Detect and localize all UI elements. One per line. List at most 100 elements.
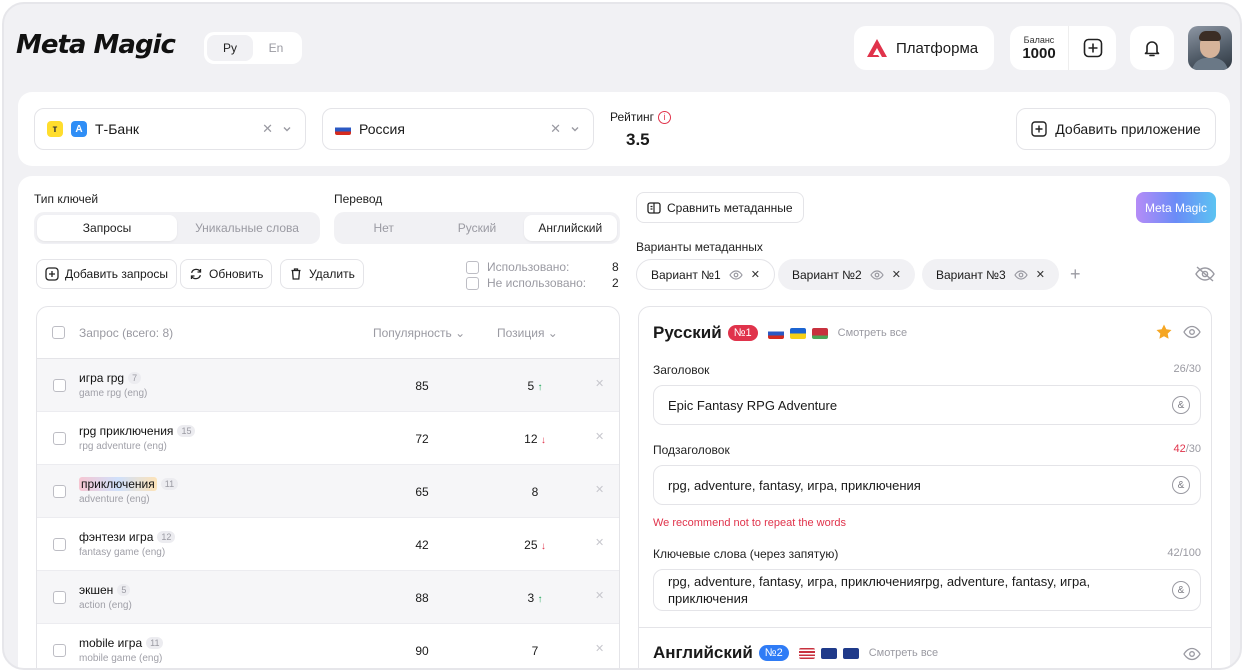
country-select[interactable]: Россия ✕	[322, 108, 594, 150]
remove-row-icon[interactable]: ✕	[595, 431, 605, 443]
refresh-button[interactable]: Обновить	[180, 259, 273, 289]
col-popularity-header[interactable]: Популярность ⌄	[373, 326, 465, 340]
select-all-checkbox[interactable]	[52, 326, 65, 339]
translation-switch: Нет Руский Английский	[334, 212, 620, 244]
row-checkbox[interactable]	[53, 644, 66, 657]
popularity-value: 85	[415, 379, 429, 393]
balance-widget: Баланс 1000	[1010, 26, 1116, 70]
query-text: фэнтези игра	[79, 530, 154, 544]
add-variant-icon[interactable]: +	[1070, 264, 1081, 284]
platform-logo-icon	[867, 39, 887, 57]
subtitle-input-value: rpg, adventure, fantasy, игра, приключен…	[668, 477, 921, 493]
row-checkbox[interactable]	[53, 432, 66, 445]
row-checkbox[interactable]	[53, 538, 66, 551]
keywords-char-count: 42/100	[1167, 547, 1201, 559]
eye-icon[interactable]	[1014, 268, 1028, 282]
variant-tab-2[interactable]: Вариант №2 ✕	[778, 259, 915, 290]
table-row[interactable]: экшен 5 action (eng) 88 3 ↑ ✕	[37, 571, 619, 624]
add-balance-button[interactable]	[1068, 26, 1116, 70]
close-icon[interactable]: ✕	[750, 269, 760, 281]
ru-card-header: Русский №1 Смотреть все	[653, 323, 907, 343]
table-row[interactable]: приключения 11 adventure (eng) 65 8 ✕	[37, 465, 619, 518]
add-queries-button[interactable]: Добавить запросы	[36, 259, 178, 289]
queries-table: Запрос (всего: 8) Популярность ⌄ Позиция…	[36, 306, 620, 668]
eye-off-icon[interactable]	[1194, 266, 1216, 282]
key-type-unique-words[interactable]: Уникальные слова	[195, 221, 299, 235]
balance-label: Баланс	[1023, 34, 1055, 45]
tbank-app-icon: т	[47, 121, 63, 137]
unused-checkbox[interactable]	[466, 276, 479, 290]
used-filter[interactable]: Использовано:	[466, 260, 569, 274]
remove-row-icon[interactable]: ✕	[595, 378, 605, 390]
eye-icon[interactable]	[870, 268, 884, 282]
compare-metadata-button[interactable]: Сравнить метаданные	[636, 192, 804, 223]
clear-icon[interactable]: ✕	[262, 121, 273, 136]
title-input[interactable]: Epic Fantasy RPG Adventure &	[653, 385, 1201, 425]
table-header: Запрос (всего: 8) Популярность ⌄ Позиция…	[37, 307, 619, 359]
row-checkbox[interactable]	[53, 485, 66, 498]
eye-icon[interactable]	[729, 268, 743, 282]
table-row[interactable]: rpg приключения 15 rpg adventure (eng) 72…	[37, 412, 619, 465]
meta-magic-button[interactable]: Meta Magic	[1136, 192, 1216, 223]
key-type-queries[interactable]: Запросы	[37, 215, 177, 241]
close-icon[interactable]: ✕	[1035, 269, 1045, 281]
query-translation: rpg adventure (eng)	[79, 441, 167, 452]
query-text: экшен	[79, 583, 114, 597]
rating-block: Рейтинг i 3.5	[610, 110, 672, 150]
table-row[interactable]: фэнтези игра 12 fantasy game (eng) 42 25 …	[37, 518, 619, 571]
ampersand-icon[interactable]: &	[1172, 581, 1190, 599]
translation-english[interactable]: Английский	[523, 215, 617, 241]
trend-down-icon: ↓	[540, 541, 546, 552]
col-position-header[interactable]: Позиция ⌄	[497, 326, 558, 340]
remove-row-icon[interactable]: ✕	[595, 590, 605, 602]
clear-icon[interactable]: ✕	[550, 121, 561, 136]
add-app-label: Добавить приложение	[1055, 121, 1201, 137]
ampersand-icon[interactable]: &	[1172, 476, 1190, 494]
chevron-down-icon: ⌄	[547, 325, 558, 340]
remove-row-icon[interactable]: ✕	[595, 537, 605, 549]
query-translation: game rpg (eng)	[79, 388, 148, 399]
keywords-input[interactable]: rpg, adventure, fantasy, игра, приключен…	[653, 569, 1201, 611]
close-icon[interactable]: ✕	[891, 269, 901, 281]
app-select-value: Т-Банк	[95, 121, 140, 137]
table-row[interactable]: игра rpg 7 game rpg (eng) 85 5 ↑ ✕	[37, 359, 619, 412]
query-translation: mobile game (eng)	[79, 653, 163, 664]
app-select[interactable]: т A Т-Банк ✕	[34, 108, 306, 150]
add-app-button[interactable]: Добавить приложение	[1016, 108, 1216, 150]
see-all-link[interactable]: Смотреть все	[868, 647, 939, 659]
lang-option-ru[interactable]: Ру	[207, 35, 253, 61]
eye-icon[interactable]	[1183, 325, 1201, 339]
variant-tab-1[interactable]: Вариант №1 ✕	[636, 259, 775, 290]
row-checkbox[interactable]	[53, 379, 66, 392]
query-count-badge: 5	[117, 584, 131, 596]
trend-down-icon: ↓	[540, 435, 546, 446]
variant-label: Вариант №3	[936, 267, 1006, 282]
lang-option-en[interactable]: En	[268, 41, 284, 55]
variant-tab-3[interactable]: Вариант №3 ✕	[922, 259, 1059, 290]
remove-row-icon[interactable]: ✕	[595, 643, 605, 655]
subtitle-input[interactable]: rpg, adventure, fantasy, игра, приключен…	[653, 465, 1201, 505]
ampersand-icon[interactable]: &	[1172, 396, 1190, 414]
position-value: 12	[524, 432, 538, 446]
delete-button[interactable]: Удалить	[280, 259, 364, 289]
star-icon[interactable]	[1155, 323, 1173, 341]
notifications-button[interactable]	[1130, 26, 1174, 70]
chevron-down-icon: ⌄	[455, 325, 466, 340]
translation-none[interactable]: Нет	[373, 221, 394, 235]
translation-russian[interactable]: Руский	[457, 221, 497, 235]
chevron-down-icon[interactable]	[569, 123, 581, 135]
position-value: 8	[531, 485, 539, 499]
avatar[interactable]	[1188, 26, 1232, 70]
info-icon[interactable]: i	[658, 110, 672, 124]
unused-filter[interactable]: Не использовано:	[466, 276, 586, 290]
platform-button[interactable]: Платформа	[854, 26, 994, 70]
see-all-link[interactable]: Смотреть все	[837, 327, 908, 339]
table-row[interactable]: mobile игра 11 mobile game (eng) 90 7 ✕	[37, 624, 619, 668]
used-checkbox[interactable]	[466, 260, 479, 274]
row-checkbox[interactable]	[53, 591, 66, 604]
chevron-down-icon[interactable]	[281, 123, 293, 135]
remove-row-icon[interactable]: ✕	[595, 484, 605, 496]
australia-flag-icon	[842, 647, 859, 659]
title-char-count: 26/30	[1173, 363, 1201, 375]
eye-icon[interactable]	[1183, 647, 1201, 661]
